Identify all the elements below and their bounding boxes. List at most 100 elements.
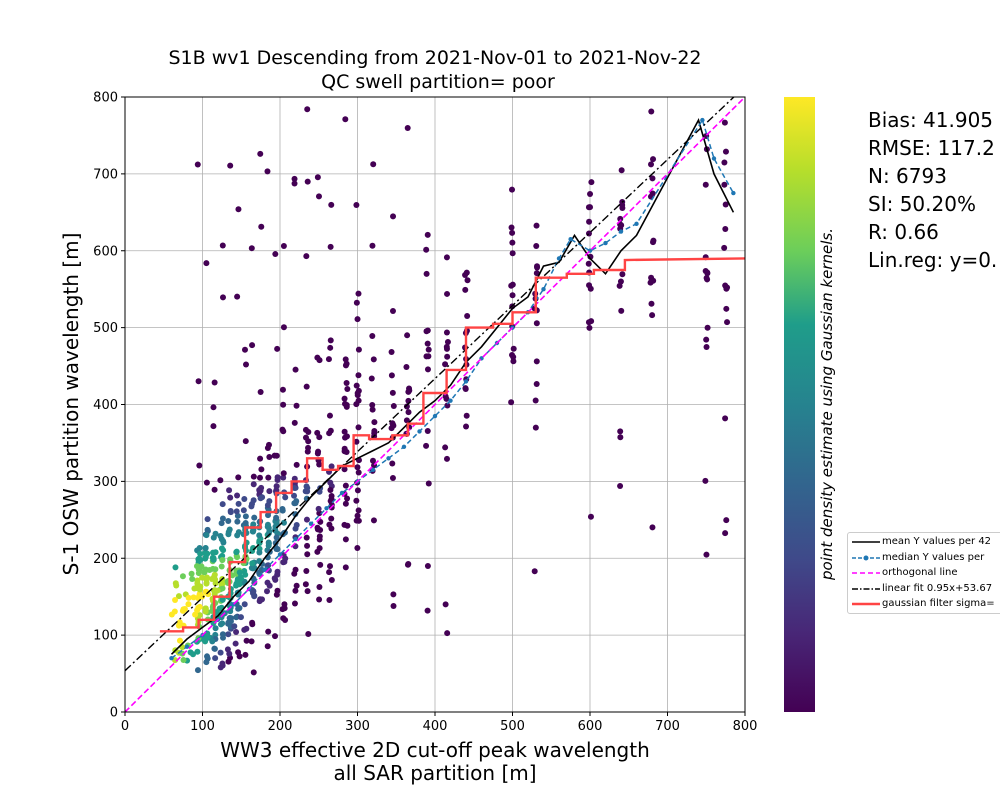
scatter-point [240,507,247,514]
scatter-point [370,356,377,363]
x-tick-label: 0 [121,719,129,734]
scatter-point [424,231,431,238]
scatter-point [248,638,255,645]
scatter-point [212,576,219,583]
scatter-point [232,640,239,647]
scatter-point [274,345,281,352]
scatter-point [389,474,396,481]
legend-label-median: median Y values per [882,551,985,563]
median-marker [324,506,329,511]
scatter-point [314,450,321,457]
scatter-point [256,532,263,539]
scatter-point [462,385,469,392]
scatter-point [250,473,257,480]
legend-item-median: median Y values per [848,551,1000,567]
scatter-point [722,226,729,233]
scatter-point [210,404,217,411]
median-marker [603,240,608,246]
scatter-point [327,487,334,494]
scatter-point [279,505,286,512]
scatter-point [291,180,298,187]
colorbar-label: point density estimate using Gaussian ke… [818,228,836,581]
x-axis-ticks: 0 100 200 300 400 500 600 700 800 [121,712,757,734]
scatter-point [242,651,249,658]
legend-item-orthogonal: orthogonal line [848,566,1000,582]
scatter-point [273,534,280,541]
scatter-point [533,222,540,229]
median-marker [541,286,546,292]
median-marker [401,444,407,449]
series-lines [125,97,745,712]
scatter-point [219,660,226,667]
scatter-point [197,583,204,590]
scatter-point [587,190,594,197]
scatter-point [404,124,411,131]
x-axis-label-line2: all SAR partition [m] [333,761,536,785]
scatter-point [341,428,348,435]
x-tick-label: 100 [190,719,215,734]
scatter-point [464,277,471,284]
scatter-point [280,242,287,249]
scatter-point [390,602,397,609]
scatter-point [266,488,273,495]
scatter-point [258,484,265,491]
scatter-point [172,564,179,571]
x-axis-label: WW3 effective 2D cut-off peak wavelength [220,738,650,762]
y-tick-label: 0 [110,706,118,721]
scatter-point [303,516,310,523]
scatter-point [617,434,624,441]
scatter-point [585,319,592,326]
scatter-point [273,483,280,490]
scatter-point [241,495,248,502]
scatter-point [185,594,192,601]
scatter-point [248,245,255,252]
scatter-point [462,286,469,293]
scatter-point [369,406,376,413]
scatter-point [217,621,224,628]
scatter-point [314,354,321,361]
scatter-point [341,395,348,402]
scatter-point [242,571,249,578]
y-tick-label: 100 [93,629,118,644]
scatter-point [280,615,287,622]
scatter-point [195,378,202,385]
scatter-point [256,474,263,481]
scatter-point [703,336,710,343]
scatter-point [355,517,362,524]
scatter-point [424,427,431,434]
legend-item-mean: mean Y values per 42 [848,535,1000,551]
scatter-point [218,563,225,570]
scatter-point [304,551,311,558]
scatter-point [353,497,360,504]
scatter-point [217,649,224,656]
scatter-point [314,548,321,555]
scatter-point [704,324,711,331]
scatter-point [328,515,335,522]
scatter-point [443,455,450,462]
scatter-point [199,574,206,581]
scatter-point [237,574,244,581]
scatter-point [328,493,335,500]
scatter-point [403,363,410,370]
scatter-point [210,423,217,430]
scatter-point [425,353,432,360]
scatter-point [233,629,240,636]
median-marker [293,536,298,542]
statistics-panel: Bias: 41.905 RMSE: 117.2 N: 6793 SI: 50.… [868,106,997,274]
scatter-point [342,400,349,407]
scatter-point [371,427,378,434]
scatter-point [388,372,395,379]
scatter-point [403,417,410,424]
scatter-point [649,175,656,182]
scatter-point [444,402,451,409]
scatter-point [292,511,299,518]
scatter-point [266,454,273,461]
scatter-point [618,222,625,229]
legend-label-linear-fit: linear fit 0.95x+53.67 [882,582,993,594]
scatter-point [194,667,201,674]
scatter-point [251,514,258,521]
scatter-point [390,591,397,598]
scatter-point [510,354,517,361]
scatter-point [509,229,516,236]
scatter-point [344,385,351,392]
